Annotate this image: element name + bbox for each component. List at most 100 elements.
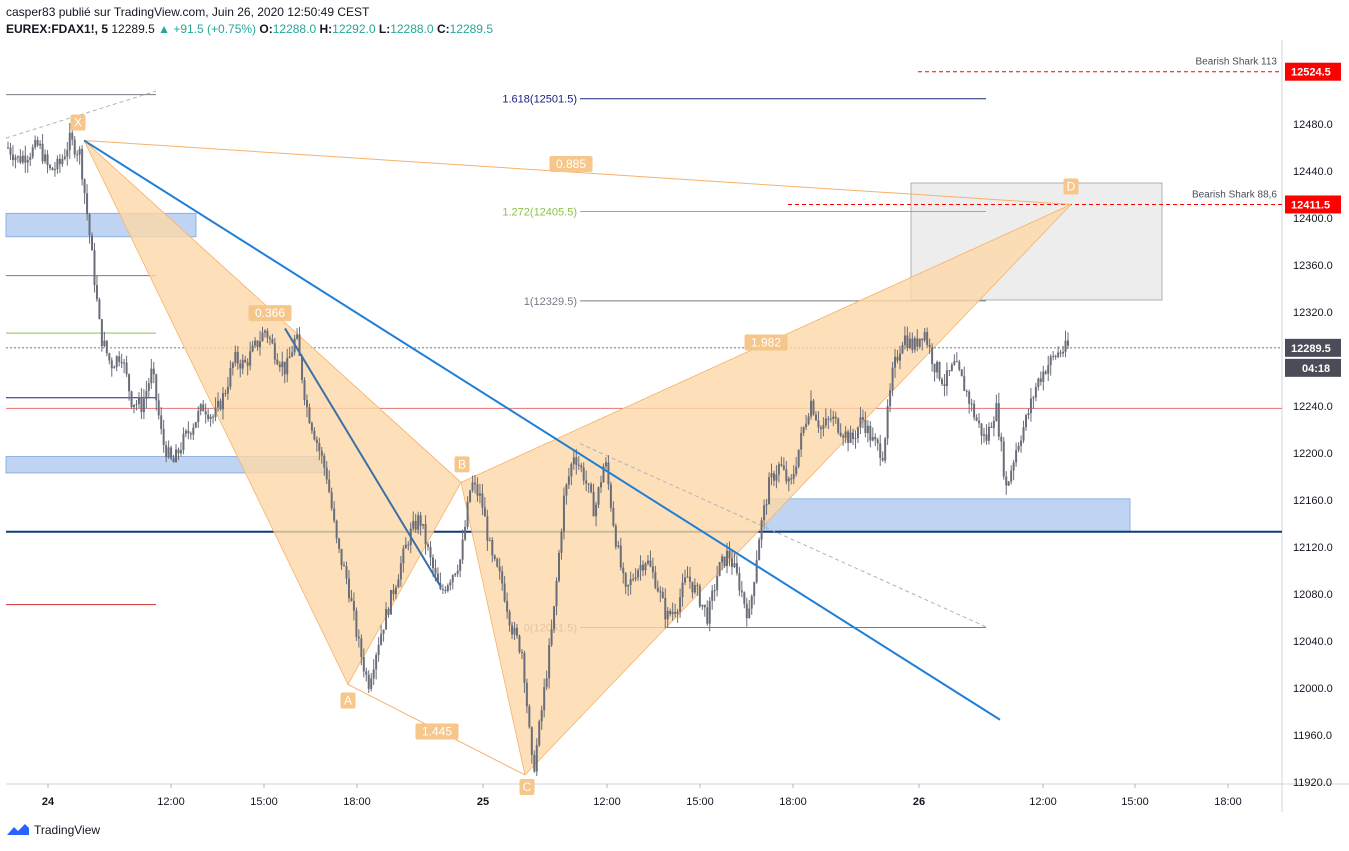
x-tick-9: 26 bbox=[913, 796, 925, 808]
ratio-label-3-bg bbox=[415, 723, 459, 740]
candle-body bbox=[328, 479, 331, 493]
candle-body bbox=[91, 235, 94, 251]
candle-body bbox=[827, 418, 830, 420]
candle-body bbox=[360, 638, 363, 657]
candle-body bbox=[412, 520, 415, 529]
candle-body bbox=[175, 449, 178, 463]
candle-body bbox=[221, 393, 224, 410]
candle-body bbox=[209, 416, 212, 420]
candle-body bbox=[68, 132, 71, 151]
candle-body bbox=[49, 165, 52, 169]
candle-body bbox=[436, 573, 439, 584]
close-label: C: bbox=[436, 22, 450, 36]
candle-body bbox=[152, 368, 155, 375]
candle-body bbox=[646, 560, 649, 564]
candle-body bbox=[839, 432, 842, 436]
y-tick-9: 12120.0 bbox=[1293, 542, 1333, 554]
candle-body bbox=[582, 467, 585, 481]
candle-body bbox=[562, 495, 565, 532]
candle-body bbox=[607, 462, 610, 485]
candle-body bbox=[219, 400, 222, 410]
candle-body bbox=[1064, 340, 1067, 352]
candle-body bbox=[160, 415, 163, 430]
candle-body bbox=[1017, 445, 1020, 451]
candle-body bbox=[184, 430, 187, 434]
candle-body bbox=[703, 604, 706, 608]
candle-body bbox=[441, 588, 444, 590]
footer-brand: TradingView bbox=[34, 823, 101, 837]
candle-body bbox=[429, 546, 432, 558]
ratio-line-xd bbox=[83, 139, 1072, 205]
candle-body bbox=[978, 420, 981, 424]
candle-body bbox=[231, 362, 234, 369]
candle-body bbox=[520, 651, 523, 654]
candle-body bbox=[622, 567, 625, 574]
point-label-a: A bbox=[344, 693, 352, 707]
candle-body bbox=[632, 578, 635, 580]
candle-body bbox=[7, 147, 9, 149]
candle-body bbox=[716, 576, 719, 591]
candle-body bbox=[718, 562, 721, 577]
candle-body bbox=[105, 340, 108, 354]
candle-body bbox=[41, 143, 44, 162]
candle-body bbox=[78, 148, 81, 155]
candle-body bbox=[273, 343, 276, 360]
candle-body bbox=[234, 351, 237, 363]
candle-body bbox=[612, 507, 615, 526]
candle-body bbox=[34, 140, 37, 148]
candle-body bbox=[473, 482, 476, 485]
candle-body bbox=[133, 404, 136, 408]
candle-body bbox=[1054, 355, 1057, 357]
candle-body bbox=[389, 589, 392, 615]
candle-body bbox=[770, 473, 773, 478]
candle-body bbox=[189, 433, 192, 435]
projection-line-2 bbox=[579, 443, 987, 628]
candle-body bbox=[501, 571, 504, 584]
candle-body bbox=[627, 584, 630, 587]
y-tick-10: 12080.0 bbox=[1293, 589, 1333, 601]
candle-body bbox=[558, 552, 561, 581]
candle-body bbox=[26, 160, 29, 163]
candle-body bbox=[726, 550, 729, 566]
tradingview-footer[interactable]: TradingView bbox=[6, 823, 100, 837]
candle-body bbox=[597, 487, 600, 505]
fib-label-2: 1.272(12405.5) bbox=[502, 207, 577, 219]
candle-body bbox=[335, 520, 338, 539]
candle-body bbox=[864, 419, 867, 434]
y-tick-7: 12200.0 bbox=[1293, 448, 1333, 460]
candle-body bbox=[125, 362, 128, 375]
candle-body bbox=[629, 579, 632, 585]
x-tick-5: 25 bbox=[477, 796, 489, 808]
ratio-label-4-bg bbox=[744, 334, 788, 351]
candle-body bbox=[733, 563, 736, 568]
candle-body bbox=[254, 340, 257, 346]
candle-body bbox=[990, 426, 993, 428]
candle-body bbox=[170, 447, 173, 459]
candle-body bbox=[545, 678, 548, 688]
y-tick-3: 12400.0 bbox=[1293, 213, 1333, 225]
candle-body bbox=[182, 433, 185, 451]
candle-body bbox=[728, 550, 731, 559]
y-tick-2: 12440.0 bbox=[1293, 166, 1333, 178]
candle-body bbox=[350, 598, 353, 601]
candle-body bbox=[498, 566, 501, 572]
candle-body bbox=[142, 398, 145, 413]
candle-body bbox=[933, 364, 936, 373]
candle-body bbox=[518, 635, 521, 652]
candle-body bbox=[375, 654, 378, 670]
candle-body bbox=[938, 362, 941, 380]
candle-body bbox=[177, 449, 180, 454]
symbol-name[interactable]: EUREX:FDAX1!, 5 bbox=[6, 22, 109, 36]
candle-body bbox=[525, 682, 528, 707]
candle-body bbox=[812, 400, 815, 415]
candle-body bbox=[1000, 436, 1003, 442]
candle-body bbox=[58, 158, 61, 165]
price-tag-3: 12289.5 bbox=[1291, 343, 1331, 355]
candle-body bbox=[172, 458, 175, 463]
y-tick-8: 12160.0 bbox=[1293, 495, 1333, 507]
candle-body bbox=[44, 154, 47, 162]
price-tag-4: 04:18 bbox=[1302, 363, 1330, 375]
candle-body bbox=[706, 607, 709, 624]
candle-body bbox=[837, 418, 840, 433]
